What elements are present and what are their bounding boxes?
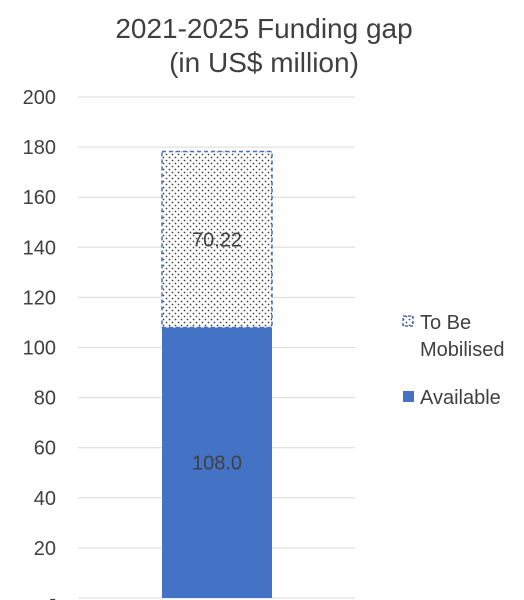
y-tick-label: 140 [23,237,56,259]
y-tick-label: 80 [34,388,56,410]
y-tick-label: 40 [34,488,56,510]
legend-label: Mobilised [420,339,504,361]
y-tick-label: 200 [23,87,56,109]
bar-to-be-mobilised [161,150,273,329]
y-axis-ticks: - 20 40 60 80 100 120 140 160 180 200 [23,87,56,600]
y-tick-label: 60 [34,438,56,460]
y-tick-label: 180 [23,137,56,159]
data-label-to-be-mobilised: 70.22 [192,230,242,252]
chart-title: 2021-2025 Funding gap(in US$ million) [115,13,412,78]
data-labels: 108.0 70.22 [192,230,242,475]
chart-title-line: 2021-2025 Funding gap [115,13,412,44]
legend-label: Available [420,387,501,409]
y-tick-label: 20 [34,538,56,560]
y-tick-label: 160 [23,187,56,209]
legend-solid-square-icon [403,391,414,402]
y-tick-label: 100 [23,338,56,360]
data-label-available: 108.0 [192,453,242,475]
bar-available [162,327,272,598]
legend-dotted-square-icon [402,315,414,327]
chart-title-line: (in US$ million) [169,47,359,78]
bars [161,150,273,598]
legend-label: To Be [420,312,471,334]
y-tick-label: - [49,588,56,600]
y-tick-label: 120 [23,287,56,309]
legend: To Be Mobilised Available [402,312,504,409]
